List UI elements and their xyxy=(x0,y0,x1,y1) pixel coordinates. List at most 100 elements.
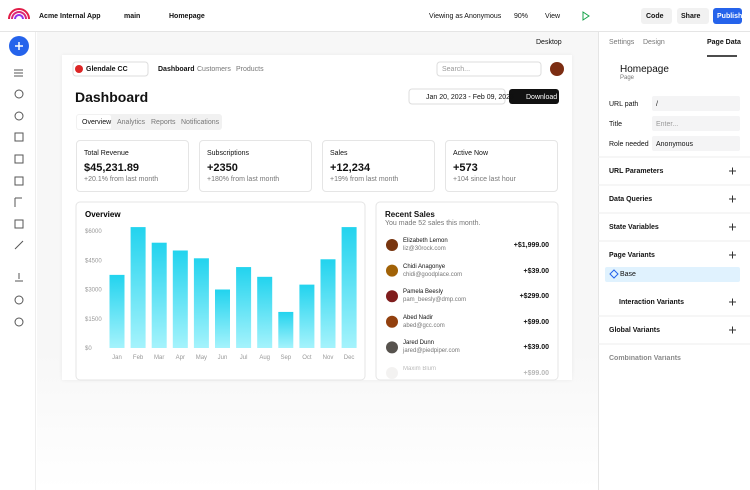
tab[interactable]: Notifications xyxy=(181,119,220,126)
stat-card xyxy=(199,140,312,192)
search-placeholder[interactable]: Search... xyxy=(442,66,471,73)
bar xyxy=(172,250,188,348)
bar xyxy=(109,274,125,348)
date-picker[interactable] xyxy=(408,88,506,105)
url-input[interactable] xyxy=(652,96,740,111)
publish-button[interactable] xyxy=(713,8,742,24)
sidebar-icons xyxy=(14,69,24,327)
zoom[interactable]: 90% xyxy=(514,13,529,20)
section-header[interactable]: Global Variants xyxy=(609,327,660,334)
branch[interactable]: main xyxy=(124,13,141,20)
title-input[interactable] xyxy=(652,116,740,131)
section-header[interactable]: State Variables xyxy=(609,224,659,231)
card-note: +180% from last month xyxy=(207,176,280,183)
field-value[interactable]: Anonymous xyxy=(656,141,693,148)
field-value[interactable]: / xyxy=(656,101,658,108)
active-tab xyxy=(77,115,111,129)
x-tick-label: Sep xyxy=(280,355,291,361)
variant-name[interactable]: Base xyxy=(620,271,636,278)
card-note: +104 since last hour xyxy=(453,176,516,183)
interaction-variants[interactable]: Interaction Variants xyxy=(619,299,684,306)
app-name[interactable]: Acme Internal App xyxy=(39,13,101,20)
tab[interactable]: Overview xyxy=(82,119,112,126)
field-value[interactable]: Enter... xyxy=(656,121,679,128)
role-select[interactable] xyxy=(652,136,740,151)
x-tick-label: Oct xyxy=(302,355,312,361)
org-select[interactable] xyxy=(72,61,149,77)
page-kind: Page xyxy=(620,75,635,81)
sale-avatar xyxy=(386,239,398,251)
section-header[interactable]: Combination Variants xyxy=(609,355,681,362)
code-button[interactable] xyxy=(641,8,672,24)
section-header[interactable]: Page Variants xyxy=(609,252,655,259)
tab-strip xyxy=(76,114,222,130)
page-selector[interactable]: Homepage xyxy=(169,13,205,20)
bar xyxy=(151,242,167,348)
sale-email: jared@piedpiper.com xyxy=(403,348,460,355)
sale-name: Pamela Beesly xyxy=(403,289,444,296)
nav-link[interactable]: Dashboard xyxy=(158,66,195,73)
x-tick-label: Dec xyxy=(344,355,355,361)
sale-avatar xyxy=(386,264,398,277)
sale-name: Chidi Anagonye xyxy=(403,263,446,270)
x-tick-label: Jul xyxy=(240,355,248,361)
share-label[interactable]: Share xyxy=(681,13,701,20)
sale-avatar xyxy=(386,290,398,303)
sale-name: Jared Dunn xyxy=(403,340,435,347)
search-box[interactable] xyxy=(436,61,542,77)
section-header[interactable]: URL Parameters xyxy=(609,168,664,175)
sale-amount: +$99.00 xyxy=(523,370,550,377)
x-tick-label: Apr xyxy=(176,355,185,361)
tab[interactable]: Reports xyxy=(151,119,176,126)
panel-tab[interactable]: Design xyxy=(643,39,665,46)
panel-tab[interactable]: Settings xyxy=(609,39,635,46)
logo xyxy=(8,8,30,20)
y-tick-label: $0 xyxy=(85,346,92,352)
sale-email: abed@gcc.com xyxy=(403,322,445,329)
chart-title: Overview xyxy=(85,210,121,219)
share-button[interactable] xyxy=(677,8,709,24)
bar xyxy=(278,311,294,348)
device-selector[interactable]: Desktop xyxy=(536,39,562,46)
card-title: Active Now xyxy=(453,150,489,157)
sale-amount: +$39.00 xyxy=(523,267,550,275)
add-icon xyxy=(729,195,736,203)
view-as[interactable]: Viewing as Anonymous xyxy=(429,13,502,20)
x-tick-label: Feb xyxy=(133,355,144,361)
sale-avatar xyxy=(386,367,398,379)
x-tick-label: Jan xyxy=(112,355,122,361)
play-icon[interactable] xyxy=(582,11,590,21)
nav-link[interactable]: Products xyxy=(236,66,264,73)
top-bar xyxy=(0,0,750,32)
stat-card xyxy=(322,140,435,192)
bar xyxy=(341,227,357,348)
add-icon xyxy=(729,326,736,334)
section-subtitle: You made 52 sales this month. xyxy=(385,220,481,227)
add-icon xyxy=(729,251,736,259)
bar xyxy=(320,259,336,348)
publish-label[interactable]: Publish xyxy=(717,13,743,20)
bar xyxy=(130,227,146,348)
section-header[interactable]: Data Queries xyxy=(609,196,653,203)
bar xyxy=(236,267,252,348)
sale-avatar xyxy=(386,315,398,328)
bar xyxy=(257,276,273,348)
bar xyxy=(215,289,230,348)
date-range[interactable]: Jan 20, 2023 - Feb 09, 2023 xyxy=(426,94,514,101)
user-avatar[interactable] xyxy=(550,62,564,76)
panel-tab[interactable]: Page Data xyxy=(707,39,741,46)
download-label[interactable]: Download xyxy=(526,94,558,101)
org-avatar xyxy=(75,65,83,73)
x-tick-label: Aug xyxy=(259,355,270,361)
y-tick-label: $6000 xyxy=(85,229,102,235)
card-note: +20.1% from last month xyxy=(84,176,159,183)
tab[interactable]: Analytics xyxy=(117,119,146,126)
nav-link[interactable]: Customers xyxy=(197,66,231,73)
base-variant[interactable] xyxy=(605,267,740,282)
sale-email: pam_beesly@dmp.com xyxy=(403,297,467,304)
view-menu[interactable]: View xyxy=(545,13,561,20)
code-label[interactable]: Code xyxy=(646,13,664,20)
download-button[interactable] xyxy=(509,89,559,104)
org-name[interactable]: Glendale CC xyxy=(86,66,128,73)
